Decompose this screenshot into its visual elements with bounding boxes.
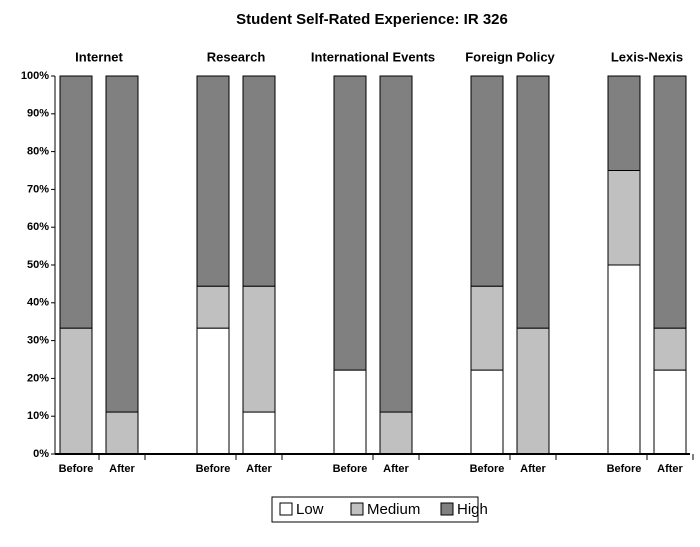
y-tick-label: 80% (27, 146, 49, 158)
bar-segment (516, 327, 550, 455)
bar-segment (105, 411, 139, 455)
x-tick-label: After (246, 463, 272, 475)
chart-title: Student Self-Rated Experience: IR 326 (236, 11, 508, 28)
group-label: International Events (311, 49, 435, 64)
bar-segment (242, 411, 276, 455)
bar-segment (333, 75, 367, 371)
bar-segment (607, 75, 641, 171)
bar-segment (653, 75, 687, 329)
x-tick-label: Before (196, 463, 231, 475)
legend-swatch (279, 502, 293, 516)
bar-segment (196, 327, 230, 455)
bar-segment (379, 75, 413, 413)
legend-swatch (350, 502, 364, 516)
x-tick-label: After (109, 463, 135, 475)
x-tick-label: Before (59, 463, 94, 475)
group-label: Foreign Policy (465, 49, 555, 64)
legend-label: Low (296, 501, 324, 518)
x-tick-label: Before (333, 463, 368, 475)
bar-segment (105, 75, 139, 413)
bar-segment (470, 369, 504, 455)
bar-segment (59, 75, 93, 329)
bar-segment (470, 285, 504, 371)
bar-segment (242, 285, 276, 413)
group-label: Research (207, 49, 266, 64)
x-tick-label: After (657, 463, 683, 475)
y-tick-label: 10% (27, 410, 49, 422)
bar-segment (470, 75, 504, 287)
y-tick-label: 70% (27, 183, 49, 195)
group-label: Internet (75, 49, 123, 64)
y-tick-label: 40% (27, 297, 49, 309)
x-tick-label: Before (470, 463, 505, 475)
legend: Low Medium High (271, 496, 488, 523)
x-tick-label: After (383, 463, 409, 475)
y-tick-label: 90% (27, 108, 49, 120)
bar-segment (607, 264, 641, 455)
y-tick-label: 30% (27, 335, 49, 347)
y-tick-label: 20% (27, 372, 49, 384)
x-tick-label: Before (607, 463, 642, 475)
group-label: Lexis-Nexis (611, 49, 683, 64)
bar-segment (379, 411, 413, 455)
bar-segment (333, 369, 367, 455)
y-tick-label: 0% (33, 448, 49, 460)
bar-segment (59, 327, 93, 455)
bar-segment (653, 327, 687, 371)
bar-segment (607, 170, 641, 266)
x-tick-label: After (520, 463, 546, 475)
bar-segment (242, 75, 276, 287)
y-tick-label: 60% (27, 221, 49, 233)
bar-segment (196, 75, 230, 287)
legend-swatch (440, 502, 454, 516)
bar-segment (516, 75, 550, 329)
y-tick-label: 100% (21, 70, 49, 82)
bar-segment (653, 369, 687, 455)
y-tick-label: 50% (27, 259, 49, 271)
bar-segment (196, 285, 230, 329)
legend-label: Medium (367, 501, 420, 518)
legend-label: High (457, 501, 488, 518)
